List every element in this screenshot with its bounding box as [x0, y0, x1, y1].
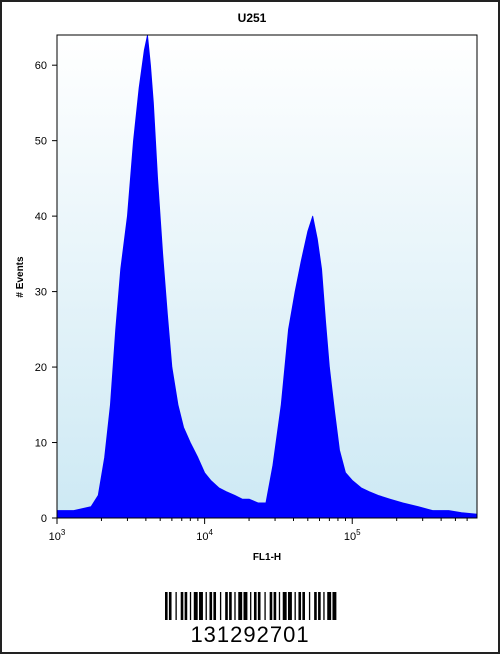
plot-border: [56, 34, 478, 519]
barcode-bar: [257, 592, 261, 620]
barcode-bar: [184, 592, 188, 620]
x-tick-label: 104: [196, 528, 213, 543]
y-tick-label: 0: [41, 513, 47, 525]
y-tick-label: 20: [35, 362, 47, 374]
histogram-area: [56, 34, 478, 519]
barcode-bar: [193, 592, 198, 620]
barcode-bar: [205, 592, 207, 620]
barcode-bar: [318, 592, 321, 620]
barcode-bar: [250, 592, 252, 620]
barcode: [165, 592, 337, 620]
barcode-bar: [314, 592, 317, 620]
barcode-bar: [219, 592, 222, 620]
barcode-bar: [238, 592, 243, 620]
barcode-bar: [264, 592, 266, 620]
barcode-bar: [327, 592, 332, 620]
barcode-bar: [168, 592, 172, 620]
barcode-bar: [278, 592, 281, 620]
barcode-bar: [175, 592, 177, 620]
y-tick-label: 60: [35, 60, 47, 72]
barcode-bar: [269, 592, 273, 620]
y-tick-label: 50: [35, 136, 47, 148]
barcode-bar: [294, 592, 296, 620]
y-axis-label: # Events: [15, 256, 26, 298]
barcode-bar: [287, 592, 292, 620]
barcode-bar: [180, 592, 184, 620]
histogram-layer: [56, 34, 478, 519]
barcode-bar: [302, 592, 305, 620]
x-axis: 103 104 105: [49, 518, 468, 543]
barcode-number: 131292701: [190, 622, 310, 647]
x-tick-label: 103: [49, 528, 66, 543]
barcode-bar: [234, 592, 236, 620]
barcode-bar: [323, 592, 325, 620]
barcode-bar: [229, 592, 232, 620]
y-tick-label: 10: [35, 438, 47, 450]
x-tick-label: 105: [344, 528, 361, 543]
x-axis-label: FL1-H: [253, 552, 281, 563]
y-axis: 0 10 20 30 40 50 60: [35, 60, 57, 525]
histogram-chart: U251 0 10 20 30 40 50 60 103 104 105 FL1-H # Eve…: [15, 11, 478, 563]
barcode-bar: [332, 592, 337, 620]
y-tick-label: 30: [35, 287, 47, 299]
barcode-bar: [308, 592, 311, 620]
barcode-bar: [165, 592, 168, 620]
chart-title: U251: [238, 11, 267, 25]
barcode-bar: [273, 592, 277, 620]
barcode-bar: [243, 592, 248, 620]
barcode-bar: [189, 592, 192, 620]
y-tick-label: 40: [35, 211, 47, 223]
barcode-bar: [209, 592, 213, 620]
barcode-bar: [213, 592, 217, 620]
barcode-bar: [298, 592, 302, 620]
barcode-bar: [282, 592, 287, 620]
barcode-bar: [225, 592, 228, 620]
barcode-bar: [199, 592, 203, 620]
barcode-bar: [253, 592, 257, 620]
